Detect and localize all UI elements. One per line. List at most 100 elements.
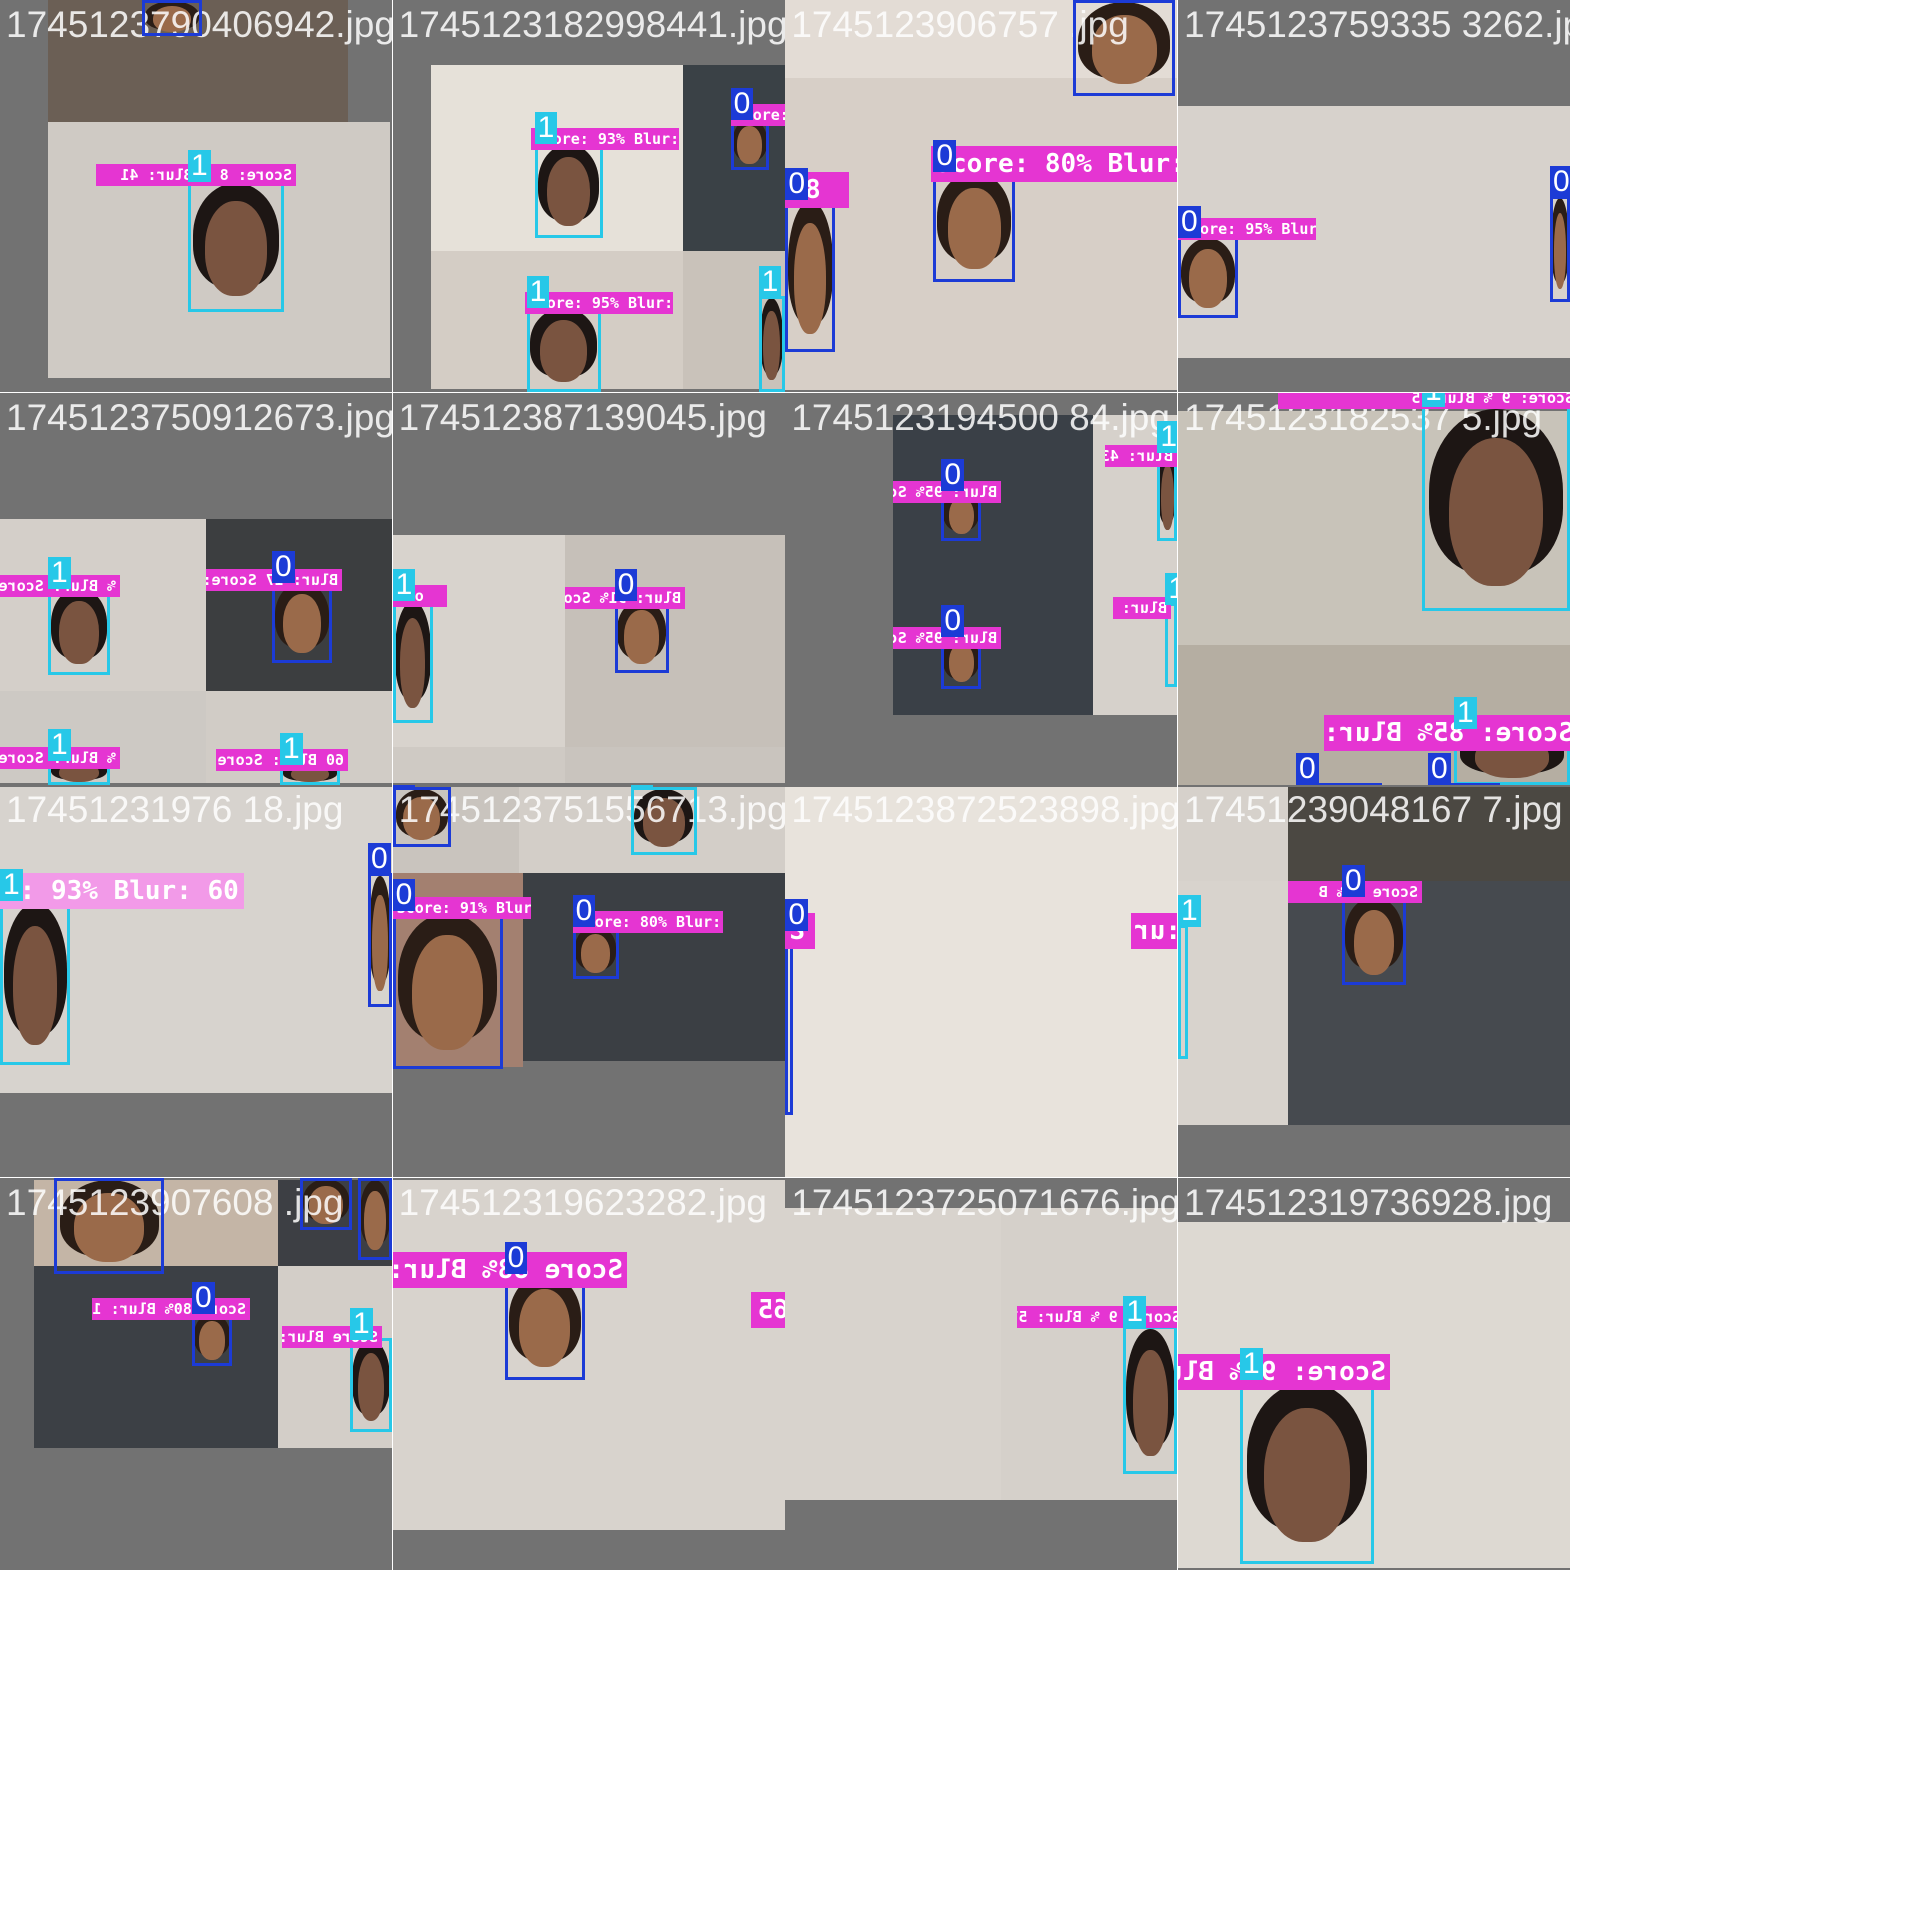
class-id-label: 1 [1157, 420, 1178, 453]
face-shape [1448, 437, 1544, 586]
detection-box [933, 170, 1016, 282]
mosaic-tile: 17451231976 18.jpg 1 1: 93% Blur: 60 0 [0, 785, 392, 1178]
score-blur-tag: Score: 93% Blur: 61 [530, 128, 679, 150]
class-id-label: 1 [1123, 1296, 1147, 1328]
filename-label: 1745123759335 3262.jpg [1184, 4, 1570, 45]
class-id-label: 0 [572, 895, 596, 928]
score-blur-tag: Score 80% Blur: 195 [92, 1298, 250, 1320]
mosaic-tile: 1745123751556713.jpg010Score: 91% Blur: … [392, 785, 785, 1178]
mosaic-tile: 1745123907608 .jpg0000Score 80% Blur: 19… [0, 1178, 392, 1570]
detection-box [188, 180, 284, 312]
mosaic-tile: 1745123906757 .jpg00Score: 80% Blur: 109… [785, 0, 1178, 392]
face-shape [642, 798, 685, 848]
face-shape [372, 894, 388, 992]
detection-box [392, 598, 433, 723]
photo-crop [564, 534, 785, 747]
photo-crop [1288, 881, 1570, 1126]
class-id-label: 0 [1342, 865, 1365, 898]
score-blur-tag: Score: 85% Blur: 60 [1324, 714, 1570, 751]
class-id-label: 0 [614, 568, 638, 601]
face-shape [399, 618, 426, 708]
detection-box [1422, 404, 1570, 611]
face-shape [948, 496, 975, 535]
score-blur-tag: Score: 80% Blur: 212 [572, 911, 723, 934]
photo-crop [522, 873, 785, 1062]
face-shape [1264, 1407, 1350, 1542]
filename-label: 1745123750912673.jpg [6, 396, 392, 438]
score-blur-tag: Score: 91% Blur: 46 [392, 897, 531, 920]
detection-box [1550, 196, 1570, 302]
detection-box [48, 586, 110, 675]
class-id-label: 0 [142, 0, 165, 2]
face-shape [152, 5, 192, 32]
score-blur-tag: Score: 95% Blur [1178, 218, 1316, 240]
face-shape [1133, 1349, 1168, 1457]
class-id-label: 0 [368, 843, 391, 876]
face-shape [73, 1193, 145, 1263]
class-id-label: 0 [730, 88, 754, 120]
class-id-label: 1 [1178, 895, 1201, 928]
face-shape [282, 593, 322, 653]
class-id-label: 1 [1422, 392, 1445, 407]
class-id-label: 1 [188, 150, 211, 182]
score-blur-tag: Score: 95% Blur: 43 [524, 292, 673, 314]
class-id-label: 0 [192, 1282, 215, 1314]
detection-box [1178, 925, 1188, 1060]
score-blur-tag: 65 [750, 1292, 785, 1328]
class-id-label: 1 [48, 556, 71, 589]
face-shape [199, 1320, 225, 1360]
class-id-label: 0 [54, 1178, 77, 1180]
detection-box [272, 580, 332, 663]
class-id-label: 1 [1454, 696, 1477, 729]
class-id-label: 0 [1428, 752, 1451, 785]
class-id-label: 1 [48, 728, 71, 761]
class-id-label: 0 [941, 458, 965, 491]
face-shape [412, 934, 483, 1051]
detection-box [358, 1178, 392, 1260]
mosaic-tile: 174512387139045.jpg1Sco0Blur: 91% Score [392, 392, 785, 785]
face-shape [737, 126, 762, 164]
detection-box [526, 306, 601, 392]
detection-box [54, 1178, 164, 1274]
face-shape [12, 925, 58, 1046]
face-shape [1188, 249, 1228, 309]
detection-box [1342, 895, 1406, 986]
class-id-label: 0 [1073, 0, 1097, 2]
class-id-label: 0 [504, 1242, 528, 1274]
detection-box [504, 1272, 585, 1380]
class-id-label: 0 [392, 785, 416, 790]
face-shape [580, 933, 611, 973]
detection-box [142, 0, 202, 36]
photo-crop [0, 787, 392, 1094]
detection-box [572, 925, 619, 980]
photo-crop [785, 787, 1178, 1178]
class-id-label: 1 [280, 732, 303, 765]
detection-box [192, 1312, 232, 1366]
class-id-label: 0 [358, 1178, 381, 1180]
face-shape [403, 796, 441, 841]
class-id-label: 0 [392, 879, 416, 912]
score-blur-tag: 1: 93% Blur: 60 [0, 873, 244, 910]
detection-box [0, 899, 70, 1066]
face-shape [519, 1289, 571, 1368]
class-id-label: 0 [785, 899, 809, 932]
face-shape [59, 600, 99, 665]
detection-box [785, 198, 836, 352]
mosaic-tile: 1745123759335 3262.jpg 0 Score: 95% Blur 0 [1178, 0, 1570, 392]
face-shape [1553, 212, 1567, 290]
mosaic-tile: 1745123872523898.jpg 0 S:ur [785, 785, 1178, 1178]
detection-box [392, 787, 451, 848]
mosaic-tile: 1745123790406942.jpg01Score: 8 % Blur: 4… [0, 0, 392, 392]
score-blur-tag: Score: 80% Blur: 1 [931, 146, 1178, 182]
score-blur-tag: Score: 9 % Blur [1178, 1354, 1390, 1390]
photo-crop [1288, 787, 1570, 882]
face-shape [546, 157, 591, 227]
face-shape [364, 1191, 386, 1251]
photo-crop [34, 1266, 278, 1448]
detection-box [1123, 1326, 1178, 1474]
detection-box [368, 873, 392, 1008]
class-id-label: 0 [785, 168, 809, 200]
class-id-label: 1 [630, 785, 654, 790]
